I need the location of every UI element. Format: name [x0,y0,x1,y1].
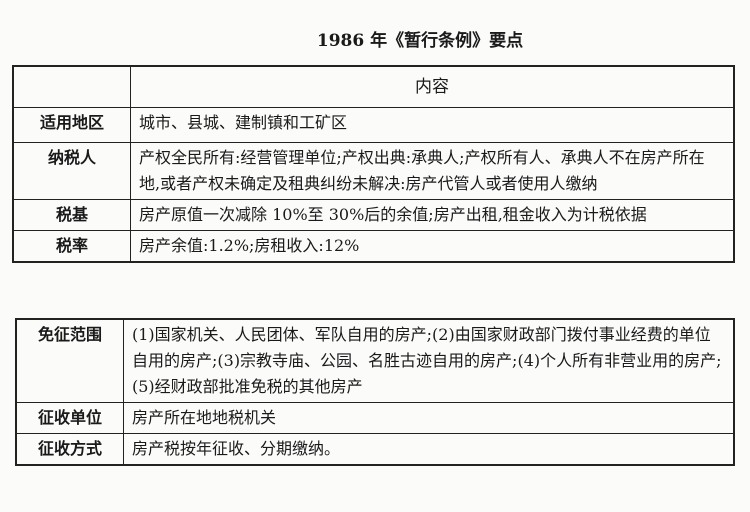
row-label: 征收单位 [15,402,124,434]
table-row: 征收方式 房产税按年征收、分期缴纳。 [15,433,735,466]
row-label: 纳税人 [12,142,131,200]
table-row: 税基 房产原值一次减除 10%至 30%后的余值;房产出租,租金收入为计税依据 [12,199,735,231]
row-content: (1)国家机关、人民团体、军队自用的房产;(2)由国家财政部门拨付事业经费的单位… [123,318,735,403]
row-content: 房产余值:1.2%;房租收入:12% [130,230,735,263]
header-cell-content: 内容 [130,65,735,108]
table-row: 适用地区 城市、县城、建制镇和工矿区 [12,107,735,143]
row-content: 产权全民所有:经营管理单位;产权出典:承典人;产权所有人、承典人不在房产所在地,… [130,142,735,200]
row-content: 城市、县城、建制镇和工矿区 [130,107,735,143]
row-content: 房产所在地地税机关 [123,402,735,434]
table-row: 征收单位 房产所在地地税机关 [15,402,735,434]
table-header-row: 内容 [12,65,735,108]
table-row: 免征范围 (1)国家机关、人民团体、军队自用的房产;(2)由国家财政部门拨付事业… [15,318,735,403]
table-title: 1986 年《暂行条例》要点 [316,31,524,51]
row-label: 免征范围 [15,318,124,403]
summary-table-upper: 内容 适用地区 城市、县城、建制镇和工矿区 纳税人 产权全民所有:经营管理单位;… [12,65,735,263]
row-content: 房产原值一次减除 10%至 30%后的余值;房产出租,租金收入为计税依据 [130,199,735,231]
row-label: 税基 [12,199,131,231]
row-label: 征收方式 [15,433,124,466]
summary-table-lower: 免征范围 (1)国家机关、人民团体、军队自用的房产;(2)由国家财政部门拨付事业… [15,318,735,466]
row-content: 房产税按年征收、分期缴纳。 [123,433,735,466]
row-label: 适用地区 [12,107,131,143]
header-cell-empty [12,65,131,108]
row-label: 税率 [12,230,131,263]
table-row: 税率 房产余值:1.2%;房租收入:12% [12,230,735,263]
table-row: 纳税人 产权全民所有:经营管理单位;产权出典:承典人;产权所有人、承典人不在房产… [12,142,735,200]
